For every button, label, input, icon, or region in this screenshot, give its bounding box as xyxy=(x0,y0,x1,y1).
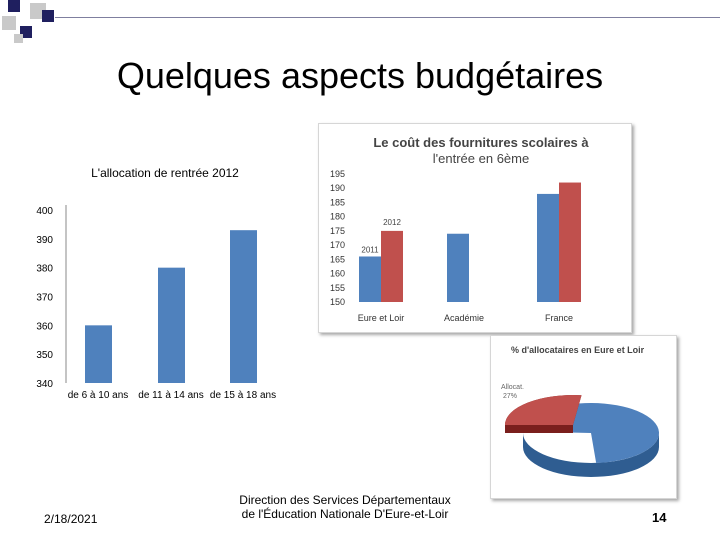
y-tick-label: 370 xyxy=(36,293,53,304)
allocataires-pie-chart: % d'allocataires en Eure et Loir Allocat… xyxy=(501,345,659,477)
y-tick-label: 340 xyxy=(36,379,53,390)
pie-slice-value: 27% xyxy=(503,393,517,400)
footer-organization: Direction des Services Départementaux de… xyxy=(200,493,490,521)
page-title: Quelques aspects budgétaires xyxy=(116,55,604,96)
allocataires-pie-panel: % d'allocataires en Eure et Loir Allocat… xyxy=(490,335,677,499)
corner-decoration xyxy=(0,0,60,45)
bar xyxy=(230,230,257,383)
y-tick-label: 185 xyxy=(330,197,345,207)
x-tick-label: de 11 à 14 ans xyxy=(138,390,203,401)
chart-title-line1: Le coût des fournitures scolaires à xyxy=(373,135,589,150)
pie-slice-side xyxy=(523,433,659,477)
x-tick-label: de 6 à 10 ans xyxy=(68,390,129,401)
pie-slice xyxy=(505,395,582,425)
fournitures-chart-panel: Le coût des fournitures scolaires à l'en… xyxy=(318,123,632,333)
fournitures-bar-chart: Le coût des fournitures scolaires à l'en… xyxy=(330,135,589,323)
y-tick-label: 380 xyxy=(36,264,53,275)
x-tick-label: de 15 à 18 ans xyxy=(210,390,276,401)
header-line xyxy=(55,17,720,18)
y-tick-label: 190 xyxy=(330,183,345,193)
y-tick-label: 175 xyxy=(330,226,345,236)
series-label: 2011 xyxy=(361,245,379,254)
chart-title-line2: l'entrée en 6ème xyxy=(433,151,529,166)
bar-2011 xyxy=(537,193,559,302)
bar-2012 xyxy=(381,230,403,302)
pie-slice-label: Allocat. xyxy=(501,384,524,391)
deco-square xyxy=(2,16,16,30)
x-tick-label: Eure et Loir xyxy=(358,313,405,323)
footer-line: Direction des Services Départementaux xyxy=(239,493,451,507)
y-tick-label: 155 xyxy=(330,283,345,293)
y-tick-label: 165 xyxy=(330,254,345,264)
footer-line: de l'Éducation Nationale D'Eure-et-Loir xyxy=(241,507,449,521)
footer-date: 2/18/2021 xyxy=(44,512,98,526)
y-tick-label: 170 xyxy=(330,240,345,250)
bar-2011 xyxy=(359,256,381,302)
bar xyxy=(85,325,112,383)
y-tick-label: 160 xyxy=(330,269,345,279)
allocation-bar-chart: L'allocation de rentrée 2012 340 350 360 37… xyxy=(36,166,276,401)
y-tick-label: 400 xyxy=(36,206,53,217)
deco-square xyxy=(20,26,32,38)
bar-2012 xyxy=(559,182,581,302)
chart-title: L'allocation de rentrée 2012 xyxy=(91,166,239,180)
y-tick-label: 180 xyxy=(330,212,345,222)
y-tick-label: 150 xyxy=(330,297,345,307)
x-tick-label: France xyxy=(545,313,573,323)
chart-title: % d'allocataires en Eure et Loir xyxy=(511,345,645,355)
x-tick-label: Académie xyxy=(444,313,484,323)
deco-square xyxy=(8,0,20,12)
y-tick-label: 360 xyxy=(36,321,53,332)
bar xyxy=(158,267,185,383)
y-tick-label: 350 xyxy=(36,350,53,361)
y-tick-label: 195 xyxy=(330,169,345,179)
series-label: 2012 xyxy=(383,218,401,227)
deco-square xyxy=(42,10,54,22)
page-number: 14 xyxy=(652,510,667,525)
deco-square xyxy=(14,34,23,43)
bar-2011 xyxy=(447,233,469,302)
y-tick-label: 390 xyxy=(36,235,53,246)
